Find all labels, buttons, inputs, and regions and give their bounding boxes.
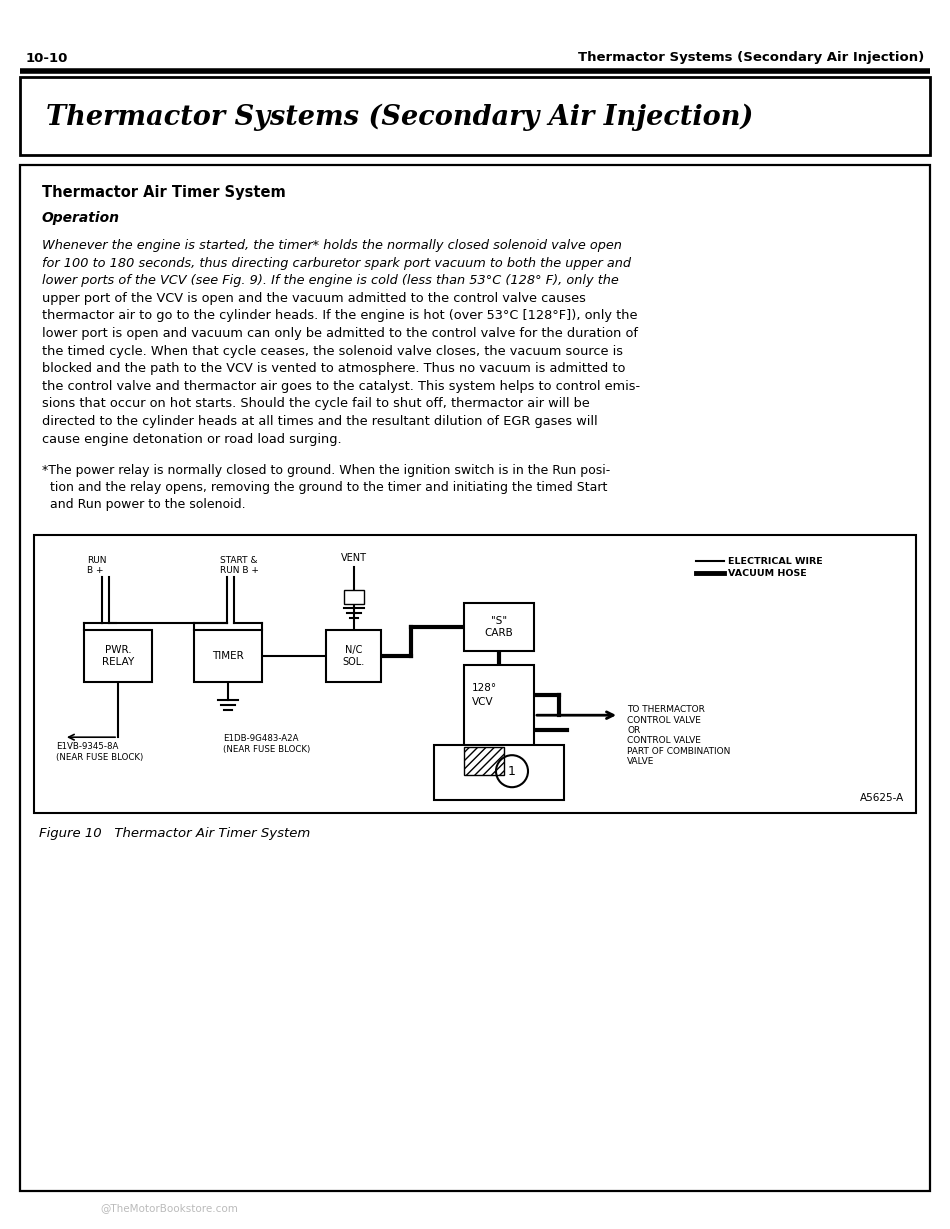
Text: 10-10: 10-10	[26, 52, 68, 64]
Text: the control valve and thermactor air goes to the catalyst. This system helps to : the control valve and thermactor air goe…	[42, 380, 640, 393]
Text: A5625-A: A5625-A	[860, 793, 904, 804]
Bar	[20, 165, 930, 1191]
Text: Thermactor Air Timer System: Thermactor Air Timer System	[42, 186, 286, 200]
Text: for 100 to 180 seconds, thus directing carburetor spark port vacuum to both the : for 100 to 180 seconds, thus directing c…	[42, 257, 631, 269]
Text: VACUUM HOSE: VACUUM HOSE	[728, 569, 807, 578]
Bar	[194, 630, 262, 682]
Text: the timed cycle. When that cycle ceases, the solenoid valve closes, the vacuum s: the timed cycle. When that cycle ceases,…	[42, 344, 623, 358]
Text: 128°: 128°	[472, 683, 497, 693]
Text: E1VB-9345-8A: E1VB-9345-8A	[56, 742, 119, 751]
Text: START &
RUN B +: START & RUN B +	[220, 556, 258, 575]
Text: TO THERMACTOR
CONTROL VALVE
OR
CONTROL VALVE
PART OF COMBINATION
VALVE: TO THERMACTOR CONTROL VALVE OR CONTROL V…	[627, 705, 731, 766]
Text: *The power relay is normally closed to ground. When the ignition switch is in th: *The power relay is normally closed to g…	[42, 465, 610, 477]
Text: cause engine detonation or road load surging.: cause engine detonation or road load sur…	[42, 433, 342, 446]
Text: Thermactor Systems (Secondary Air Injection): Thermactor Systems (Secondary Air Inject…	[578, 52, 924, 64]
Bar	[464, 665, 534, 766]
Text: VENT: VENT	[340, 553, 367, 563]
Bar	[464, 603, 534, 651]
Bar	[464, 747, 504, 775]
Bar	[84, 630, 152, 682]
Text: thermactor air to go to the cylinder heads. If the engine is hot (over 53°C [128: thermactor air to go to the cylinder hea…	[42, 310, 637, 322]
Bar	[34, 535, 916, 814]
Text: Thermactor Systems (Secondary Air Injection): Thermactor Systems (Secondary Air Inject…	[46, 103, 753, 130]
Text: "S"
CARB: "S" CARB	[484, 617, 513, 638]
Text: and Run power to the solenoid.: and Run power to the solenoid.	[42, 498, 246, 511]
Text: 1: 1	[508, 764, 516, 778]
Text: lower ports of the VCV (see Fig. 9). If the engine is cold (less than 53°C (128°: lower ports of the VCV (see Fig. 9). If …	[42, 274, 618, 288]
Text: Whenever the engine is started, the timer* holds the normally closed solenoid va: Whenever the engine is started, the time…	[42, 238, 622, 252]
Bar	[20, 77, 930, 155]
Text: E1DB-9G483-A2A: E1DB-9G483-A2A	[223, 734, 298, 744]
Text: (NEAR FUSE BLOCK): (NEAR FUSE BLOCK)	[223, 745, 311, 755]
Text: (NEAR FUSE BLOCK): (NEAR FUSE BLOCK)	[56, 753, 143, 762]
Text: VCV: VCV	[472, 697, 494, 707]
Text: N/C
SOL.: N/C SOL.	[342, 645, 365, 667]
Text: @TheMotorBookstore.com: @TheMotorBookstore.com	[100, 1203, 238, 1213]
Bar	[326, 630, 381, 682]
Text: upper port of the VCV is open and the vacuum admitted to the control valve cause: upper port of the VCV is open and the va…	[42, 291, 586, 305]
Text: ELECTRICAL WIRE: ELECTRICAL WIRE	[728, 557, 823, 565]
Text: directed to the cylinder heads at all times and the resultant dilution of EGR ga: directed to the cylinder heads at all ti…	[42, 415, 598, 428]
Text: sions that occur on hot starts. Should the cycle fail to shut off, thermactor ai: sions that occur on hot starts. Should t…	[42, 397, 590, 410]
Text: TIMER: TIMER	[212, 651, 244, 661]
Text: RUN
B +: RUN B +	[87, 556, 106, 575]
Text: Figure 10   Thermactor Air Timer System: Figure 10 Thermactor Air Timer System	[39, 827, 311, 841]
Text: PWR.
RELAY: PWR. RELAY	[102, 645, 134, 667]
Text: blocked and the path to the VCV is vented to atmosphere. Thus no vacuum is admit: blocked and the path to the VCV is vente…	[42, 363, 625, 375]
Text: lower port is open and vacuum can only be admitted to the control valve for the : lower port is open and vacuum can only b…	[42, 327, 638, 340]
Bar	[434, 745, 564, 800]
Text: tion and the relay opens, removing the ground to the timer and initiating the ti: tion and the relay opens, removing the g…	[42, 482, 607, 494]
Text: Operation: Operation	[42, 211, 120, 225]
Bar	[344, 590, 364, 605]
